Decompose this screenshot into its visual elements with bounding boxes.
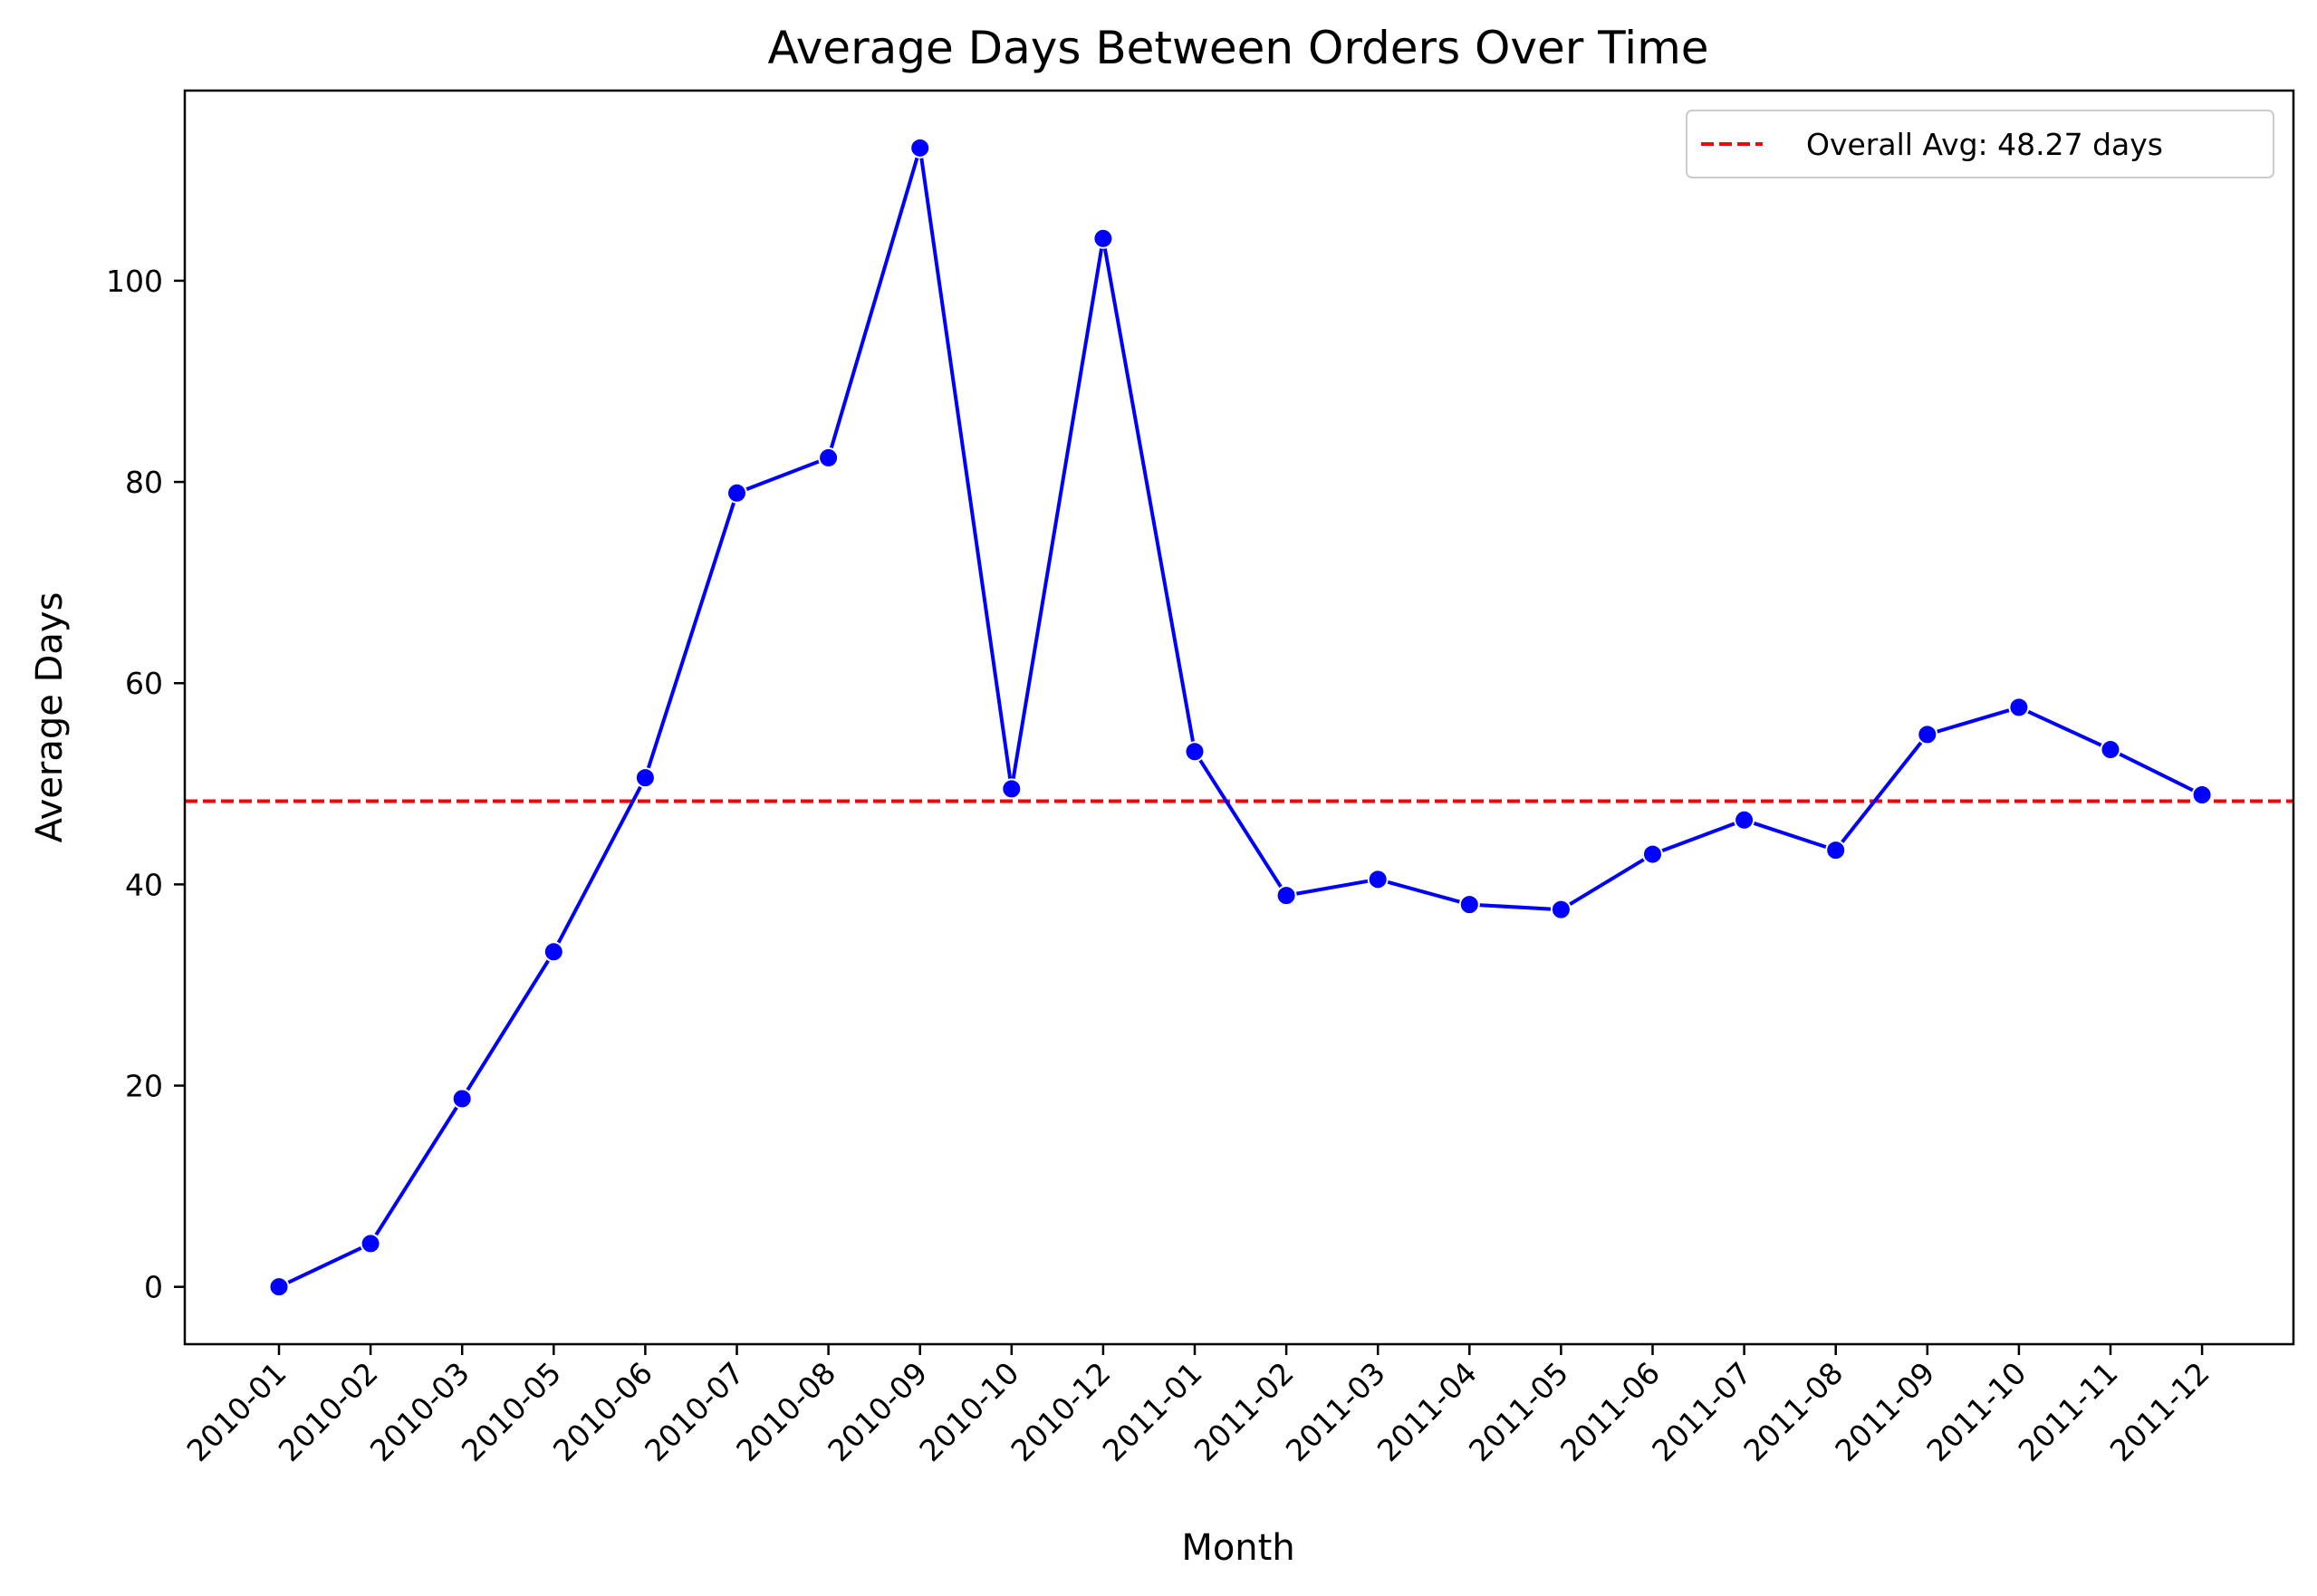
plot-frame <box>183 89 2295 1346</box>
data-point-2011-04 <box>1458 894 1480 916</box>
data-point-2011-02 <box>1275 885 1297 907</box>
data-point-2011-08 <box>1825 840 1847 861</box>
data-point-2010-06 <box>634 767 656 789</box>
legend: Overall Avg: 48.27 days <box>1686 110 2274 178</box>
x-tick-label-2010-02: 2010-02 <box>272 1355 385 1468</box>
x-tick-label-2011-05: 2011-05 <box>1462 1355 1575 1468</box>
data-point-2010-01 <box>268 1276 290 1298</box>
x-tick-label-2011-12: 2011-12 <box>2103 1355 2216 1468</box>
x-tick-label-2010-05: 2010-05 <box>455 1355 568 1468</box>
x-axis-label: Month <box>1181 1527 1294 1569</box>
data-point-2011-07 <box>1734 809 1755 831</box>
x-tick-label-2010-08: 2010-08 <box>729 1355 842 1468</box>
x-tick-label-2011-03: 2011-03 <box>1279 1355 1392 1468</box>
x-tick-label-2010-09: 2010-09 <box>821 1355 934 1468</box>
x-tick-label-2010-10: 2010-10 <box>912 1355 1025 1468</box>
data-point-2010-07 <box>726 482 747 504</box>
plot-area <box>185 91 2293 1344</box>
x-tick-label-2011-09: 2011-09 <box>1828 1355 1941 1468</box>
series-layer <box>278 146 2203 1289</box>
y-tick-label-80: 80 <box>125 465 163 500</box>
x-tick-label-2011-02: 2011-02 <box>1187 1355 1301 1468</box>
y-tick-label-0: 0 <box>144 1270 163 1305</box>
data-point-2010-12 <box>1092 227 1114 249</box>
x-tick-label-2010-12: 2010-12 <box>1004 1355 1117 1468</box>
legend-label-reference-line: Overall Avg: 48.27 days <box>1806 127 2163 162</box>
x-tick-label-2011-08: 2011-08 <box>1736 1355 1850 1468</box>
x-tick-label-2011-06: 2011-06 <box>1553 1355 1667 1468</box>
x-tick-label-2010-07: 2010-07 <box>638 1355 751 1468</box>
chart-title: Average Days Between Orders Over Time <box>767 22 1708 74</box>
y-axis: 0 20 40 60 80 100 <box>106 264 185 1305</box>
x-tick-label-2011-10: 2011-10 <box>1919 1355 2033 1468</box>
x-tick-label-2010-03: 2010-03 <box>363 1355 476 1468</box>
data-point-2011-11 <box>2100 739 2121 761</box>
data-point-2011-12 <box>2191 784 2213 806</box>
y-tick-label-60: 60 <box>125 666 163 701</box>
y-axis-label: Average Days <box>29 592 71 843</box>
y-tick-label-40: 40 <box>125 867 163 902</box>
x-tick-label-2011-04: 2011-04 <box>1370 1355 1484 1468</box>
data-point-2011-10 <box>2008 697 2030 718</box>
data-point-2011-09 <box>1917 724 1938 745</box>
data-point-2010-09 <box>909 137 931 159</box>
data-point-2010-08 <box>818 447 840 468</box>
x-axis: 2010-012010-022010-032010-052010-062010-… <box>180 1344 2216 1468</box>
data-point-2011-05 <box>1550 899 1572 920</box>
x-tick-label-2011-01: 2011-01 <box>1096 1355 1209 1468</box>
data-point-2010-02 <box>360 1233 381 1255</box>
data-point-2011-01 <box>1184 741 1206 763</box>
data-point-2010-03 <box>451 1088 473 1110</box>
data-point-2010-05 <box>543 941 564 963</box>
legend-box <box>1686 110 2274 178</box>
marker-layer <box>268 137 2213 1298</box>
x-tick-label-2010-01: 2010-01 <box>180 1355 293 1468</box>
x-tick-label-2010-06: 2010-06 <box>546 1355 659 1468</box>
data-point-2011-03 <box>1367 869 1389 890</box>
x-tick-label-2011-07: 2011-07 <box>1645 1355 1758 1468</box>
x-tick-label-2011-11: 2011-11 <box>2012 1355 2125 1468</box>
y-tick-label-100: 100 <box>106 264 163 299</box>
series-line-0 <box>278 146 2203 1289</box>
data-point-2010-10 <box>1001 778 1023 800</box>
y-tick-label-20: 20 <box>125 1069 163 1104</box>
data-point-2011-06 <box>1642 843 1663 865</box>
